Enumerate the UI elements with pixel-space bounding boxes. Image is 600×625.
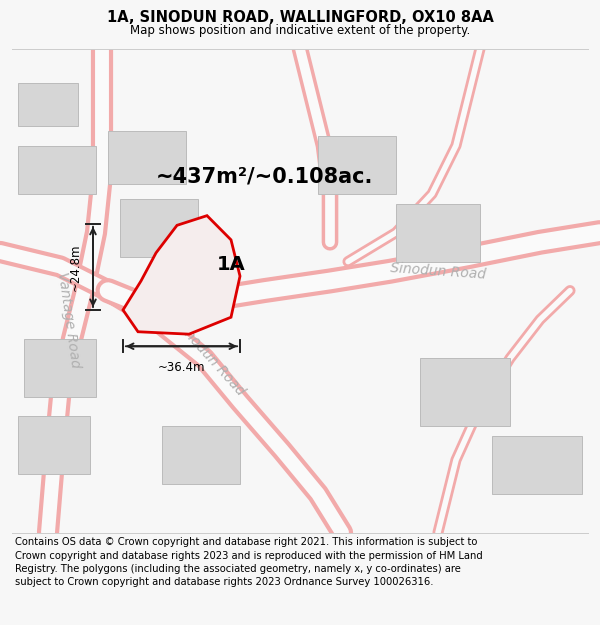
- Polygon shape: [420, 358, 510, 426]
- Text: 1A, SINODUN ROAD, WALLINGFORD, OX10 8AA: 1A, SINODUN ROAD, WALLINGFORD, OX10 8AA: [107, 10, 493, 25]
- Text: Sinodun Road: Sinodun Road: [389, 261, 487, 282]
- Text: ~24.8m: ~24.8m: [68, 244, 82, 291]
- Polygon shape: [396, 204, 480, 262]
- Polygon shape: [24, 339, 96, 397]
- Text: 1A: 1A: [217, 254, 245, 274]
- Polygon shape: [108, 131, 186, 184]
- Polygon shape: [123, 216, 240, 334]
- Text: ~36.4m: ~36.4m: [157, 361, 205, 374]
- Polygon shape: [120, 199, 198, 257]
- Text: Sinodun Road: Sinodun Road: [173, 318, 247, 399]
- Polygon shape: [318, 136, 396, 194]
- Polygon shape: [162, 426, 240, 484]
- Polygon shape: [18, 416, 90, 474]
- Polygon shape: [492, 436, 582, 494]
- Text: Vantage Road: Vantage Road: [55, 271, 83, 369]
- Text: ~437m²/~0.108ac.: ~437m²/~0.108ac.: [156, 167, 373, 187]
- Text: Contains OS data © Crown copyright and database right 2021. This information is : Contains OS data © Crown copyright and d…: [15, 538, 483, 587]
- Polygon shape: [18, 82, 78, 126]
- Text: Map shows position and indicative extent of the property.: Map shows position and indicative extent…: [130, 24, 470, 36]
- Polygon shape: [18, 146, 96, 194]
